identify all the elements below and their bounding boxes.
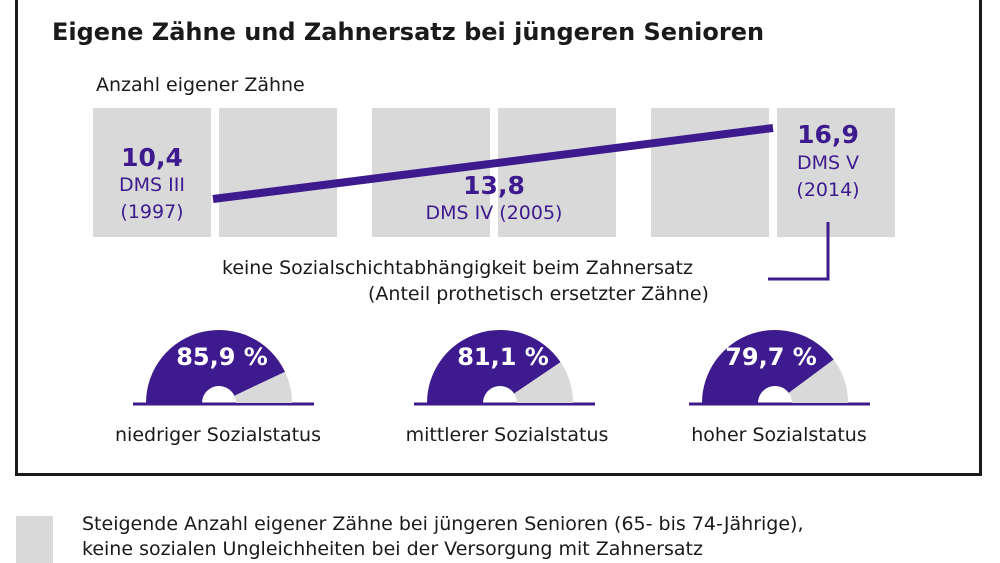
gauge-value-label: 79,7 %: [725, 343, 817, 371]
gauge-share: [702, 329, 834, 403]
tile: [219, 108, 337, 237]
gauge-value-label: 85,9 %: [176, 343, 268, 371]
trend-line: [212, 124, 774, 203]
data-label-dms5-line2: (2014): [796, 179, 860, 201]
connector-line: [768, 222, 830, 281]
legend-text: Steigende Anzahl eigener Zähne bei jünge…: [82, 512, 804, 562]
legend-swatch: [16, 516, 53, 563]
data-label-dms3-line2: (1997): [120, 201, 184, 223]
tile: [498, 108, 616, 237]
gauge-category-label: niedriger Sozialstatus: [114, 424, 322, 446]
data-label-dms5-line1: DMS V: [796, 152, 860, 174]
gauge-share: [427, 330, 561, 403]
tile: [777, 108, 895, 237]
data-label-dms3-value: 10,4: [121, 143, 183, 172]
gauge-share: [146, 330, 285, 403]
gauge-category-label: mittlerer Sozialstatus: [405, 424, 609, 446]
gauge-value-label: 81,1 %: [457, 343, 549, 371]
legend-text-line2: keine sozialen Ungleichheiten bei der Ve…: [82, 538, 703, 560]
gauge-section-subtitle: (Anteil prothetisch ersetzter Zähne): [368, 283, 709, 305]
legend-text-line1: Steigende Anzahl eigener Zähne bei jünge…: [82, 513, 804, 535]
gauge-section-title: keine Sozialschichtabhängigkeit beim Zah…: [222, 257, 693, 279]
data-label-dms5-value: 16,9: [797, 120, 859, 149]
gauge-category-label: hoher Sozialstatus: [691, 424, 867, 446]
gauge-remainder: [788, 359, 848, 403]
tile: [93, 108, 211, 237]
gauge-remainder: [234, 371, 292, 403]
chart-subtitle: Anzahl eigener Zähne: [96, 74, 305, 96]
data-label-dms4-value: 13,8: [463, 171, 525, 200]
data-label-dms3-line1: DMS III: [119, 174, 185, 196]
gauge-remainder: [514, 362, 573, 403]
chart-frame: [15, 0, 982, 476]
data-label-dms4-line1: DMS IV (2005): [425, 202, 563, 224]
chart-title: Eigene Zähne und Zahnersatz bei jüngeren…: [52, 18, 765, 46]
